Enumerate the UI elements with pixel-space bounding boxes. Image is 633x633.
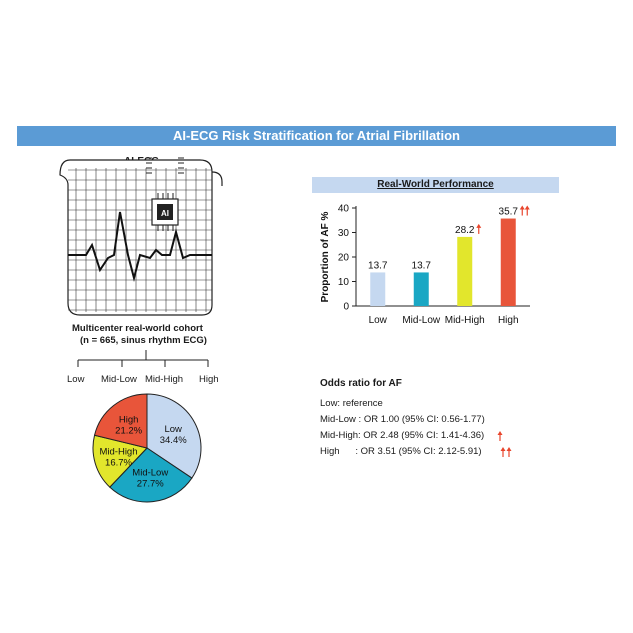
x-tick-label: Mid-High [445, 315, 485, 326]
bar-value-label: 13.7 [368, 260, 388, 271]
ai-chip-icon [146, 157, 184, 231]
odds-line-high: High : OR 3.51 (95% CI: 2.12-5.91) [320, 446, 482, 457]
odds-line-mid-high: Mid-High: OR 2.48 (95% CI: 1.41-4.36) [320, 430, 485, 441]
pie-label-name: Mid-High [99, 446, 137, 457]
up-arrow-icon [476, 223, 482, 234]
y-axis-label: Proportion of AF % [320, 212, 331, 303]
bar-value-label: 13.7 [412, 260, 432, 271]
ai-chip-label: AI [161, 209, 169, 218]
pie-slice-mid-low [109, 447, 193, 503]
x-tick-label: Mid-Low [402, 315, 441, 326]
pie-label-value: 27.7% [137, 479, 164, 490]
pie-label-name: Mid-Low [132, 468, 168, 479]
ecg-trace [68, 211, 212, 282]
tree-label-low: Low [67, 374, 85, 385]
pie-label-value: 16.7% [105, 457, 132, 468]
y-tick-label: 30 [338, 228, 350, 239]
up-arrow-icon [506, 447, 512, 457]
y-tick-label: 0 [343, 302, 349, 313]
performance-title: Real-World Performance [312, 177, 559, 193]
pie-slice-high [93, 393, 148, 449]
x-tick-label: Low [369, 315, 388, 326]
tree-label-high: High [199, 374, 219, 385]
pie-label-value: 21.2% [115, 426, 142, 437]
up-arrow-icon [519, 205, 525, 216]
y-tick-label: 10 [338, 277, 350, 288]
ecg-grid [68, 168, 212, 312]
tree-label-mid-high: Mid-High [145, 374, 184, 385]
ecg-paper-curl [211, 171, 223, 186]
y-tick-label: 20 [338, 253, 350, 264]
cohort-line-2: (n = 665, sinus rhythm ECG) [80, 335, 207, 346]
bar-value-label: 35.7 [499, 207, 519, 218]
title-banner: AI-ECG Risk Stratification for Atrial Fi… [17, 126, 616, 146]
pie-label-name: Low [164, 424, 182, 435]
pie-label-value: 34.4% [160, 435, 187, 446]
up-arrow-icon [500, 447, 506, 457]
bar-mid-high [457, 236, 473, 306]
up-arrow-icon [524, 205, 530, 216]
odds-line-mid-low: Mid-Low : OR 1.00 (95% CI: 0.56-1.77) [320, 414, 485, 425]
bar-low [370, 272, 386, 306]
pie-slice-mid-high [92, 434, 148, 488]
bar-high [500, 218, 516, 306]
y-tick-label: 40 [338, 204, 350, 215]
odds-title: Odds ratio for AF [320, 378, 402, 389]
up-arrow-icon [497, 431, 503, 441]
cohort-line-1: Multicenter real-world cohort [72, 323, 203, 334]
pie-label-name: High [119, 415, 139, 426]
pie-slice-low [146, 393, 202, 479]
odds-line-low: Low: reference [320, 398, 383, 409]
x-tick-label: High [498, 315, 519, 326]
bar-mid-low [413, 272, 429, 306]
tree-label-mid-low: Mid-Low [101, 374, 137, 385]
bar-value-label: 28.2 [455, 225, 475, 236]
